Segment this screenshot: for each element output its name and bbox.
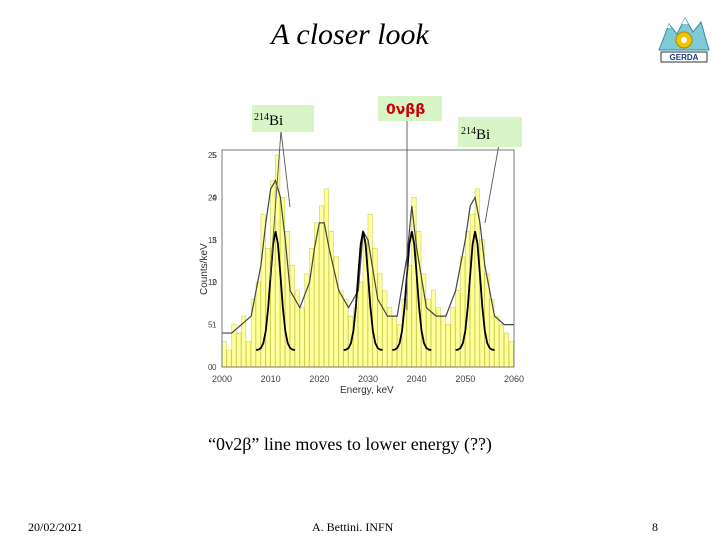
y-tick-label: 10 [208,278,217,287]
histogram-bar [246,341,251,368]
energy-spectrum-chart: 2000 2010 2020 2030 2040 2050 2060051015202501… [199,96,524,396]
histogram-bar [323,188,329,368]
y-axis-label: Counts/keV [199,243,210,295]
y-tick-label: 20 [208,193,217,202]
histogram-bar [460,256,466,368]
histogram-bar [499,324,505,368]
footer-page-number: 8 [652,520,658,534]
histogram-bar [372,247,378,368]
histogram-bar [255,281,261,368]
histogram-bar [221,341,227,368]
fit-curve [222,178,514,334]
footer-date: 20/02/2021 [28,520,83,534]
histogram-bar [299,307,305,368]
histogram-bar [319,205,325,368]
gerda-logo: GERDA [658,16,710,63]
plot-frame [221,149,515,368]
label-box-left [252,105,314,132]
x-tick-label: 2000 [212,374,232,384]
label-box-right [458,117,522,147]
histogram-bar [226,349,232,368]
histogram-bar [455,290,461,368]
x-tick-label: 2060 [504,374,524,384]
y-tick-label-secondary: 5 [212,151,217,160]
y-tick-label: 5 [208,321,213,330]
leader-left-2 [280,130,291,208]
y-tick-label-secondary: 0 [212,363,217,372]
slide-title: A closer look [271,18,429,51]
histogram-bar [508,341,514,368]
logo-text: GERDA [670,53,699,62]
peak-gaussian [455,231,495,351]
histogram-bar [377,273,383,368]
x-axis-label: Energy, keV [340,385,394,396]
histogram-bar [343,298,349,368]
histogram-bar [440,315,446,368]
label-right-bi: 214Bi [461,126,490,143]
x-tick-label: 2020 [309,374,329,384]
histogram-bar [357,281,363,368]
histogram-bar [494,315,500,368]
histogram-bar [445,324,451,368]
y-tick-label-secondary: 2 [212,278,217,287]
x-tick-label: 2030 [358,374,378,384]
histogram-bar [430,290,436,368]
histogram-bar [338,290,344,368]
x-tick-label: 2050 [455,374,475,384]
axis-ticks: 2000 2010 2020 2030 2040 2050 2060051015202501… [208,151,524,384]
label-box-center [378,96,442,121]
peak-gaussian [255,231,296,351]
peak-gaussian [392,231,432,351]
histogram-bar [250,298,256,368]
peak-gaussian [343,231,383,351]
label-center-peak: 0νββ [386,102,425,118]
histogram-bar [382,290,388,368]
y-tick-label-secondary: 1 [212,321,217,330]
y-tick-label: 0 [208,363,213,372]
x-tick-label: 2040 [407,374,427,384]
leader-right [484,132,502,224]
slide-caption: “0ν2β” line moves to lower energy (??) [208,434,492,454]
histogram-bar [392,315,397,368]
histogram-bar [289,264,295,368]
footer-author: A. Bettini. INFN [312,520,394,534]
y-tick-label: 15 [208,236,217,245]
histogram-bar [406,264,412,368]
histogram-bar [236,332,242,368]
y-tick-label-secondary: 3 [212,236,217,245]
x-tick-label: 2010 [261,374,281,384]
y-tick-label: 25 [208,151,217,160]
y-tick-label-secondary: 4 [212,193,217,202]
label-left-bi: 214Bi [254,112,283,129]
fit-curves [222,178,514,351]
histogram-bar [450,307,456,368]
leader-left-1 [269,130,282,281]
histogram-bar [503,332,509,368]
